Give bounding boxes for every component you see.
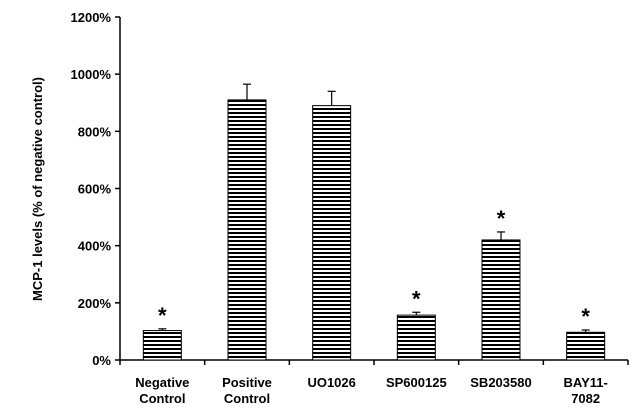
- x-category-label-line: SB203580: [470, 375, 531, 390]
- bar: [481, 239, 521, 361]
- x-category-label-line: BAY11-: [564, 375, 608, 390]
- x-category-label-line: UO1026: [307, 375, 355, 390]
- bar: [566, 331, 606, 361]
- x-category-label-line: Positive: [222, 375, 272, 390]
- x-category-label-line: 7082: [571, 391, 600, 406]
- y-tick-label: 200%: [78, 296, 112, 311]
- y-tick-label: 800%: [78, 124, 112, 139]
- x-category-label: SP600125: [386, 375, 447, 390]
- x-category-label: BAY11-7082: [564, 375, 608, 406]
- significance-star: *: [497, 206, 506, 231]
- bar: [142, 330, 182, 361]
- x-category-label: Positive Control: [222, 375, 272, 406]
- x-category-label-line: SP600125: [386, 375, 447, 390]
- significance-star: *: [581, 304, 590, 329]
- bar: [396, 314, 436, 361]
- significance-star: *: [412, 286, 421, 311]
- y-tick-label: 0%: [92, 353, 111, 368]
- x-category-label: Negative Control: [135, 375, 189, 406]
- x-category-label: SB203580: [470, 375, 531, 390]
- x-category-label-line: Negative: [135, 375, 189, 390]
- y-tick-label: 600%: [78, 182, 112, 197]
- x-category-label-line: Control: [139, 391, 185, 406]
- bar: [312, 105, 352, 361]
- y-tick-label: 1200%: [71, 10, 112, 25]
- bar: [227, 99, 267, 361]
- y-tick-label: 1000%: [71, 67, 112, 82]
- x-category-label-line: Control: [224, 391, 270, 406]
- y-axis-title: MCP-1 levels (% of negative control): [30, 77, 45, 301]
- y-tick-label: 400%: [78, 239, 112, 254]
- significance-star: *: [158, 303, 167, 328]
- x-category-label: UO1026: [307, 375, 355, 390]
